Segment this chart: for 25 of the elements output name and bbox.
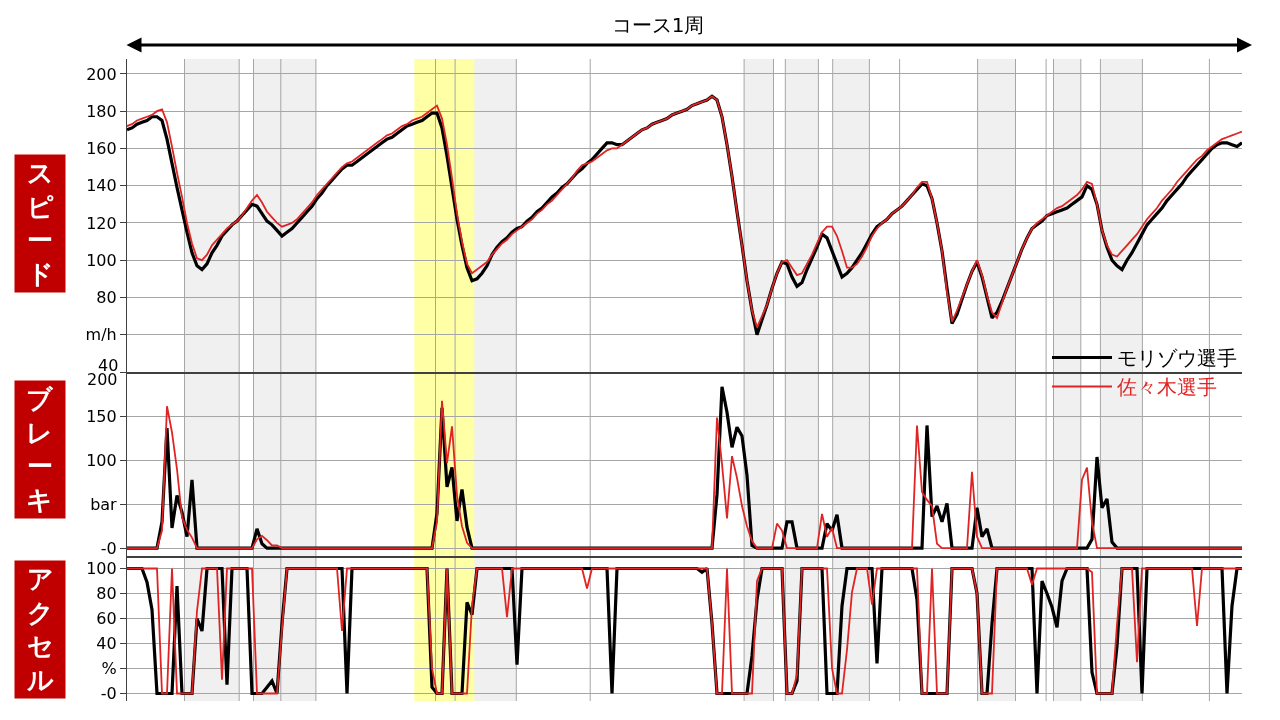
y-tick-label: -0 (100, 538, 117, 558)
y-axis-title: スピード (26, 157, 54, 290)
y-tick-label: bar (90, 494, 118, 514)
y-tick-label: 180 (86, 101, 117, 121)
y-tick-label: 100 (86, 559, 117, 579)
y-tick-label: m/h (85, 325, 117, 345)
y-tick-label: 80 (96, 288, 117, 308)
chart-title: コース1周 (611, 13, 705, 37)
y-tick-label: 60 (96, 609, 117, 629)
y-tick-label: 140 (86, 176, 117, 196)
y-tick-label: 120 (86, 213, 117, 233)
y-tick-label: 100 (86, 451, 117, 471)
y-tick-label: 100 (86, 250, 117, 270)
legend-label: 佐々木選手 (1117, 375, 1217, 400)
y-tick-label: % (101, 659, 117, 679)
y-tick-label: 40 (96, 634, 117, 654)
y-tick-label: 160 (86, 139, 117, 159)
legend-label: モリゾウ選手 (1117, 346, 1237, 371)
y-tick-label: 80 (96, 584, 117, 604)
y-tick-label: 200 (87, 370, 118, 389)
y-tick-label: -0 (100, 684, 117, 704)
y-tick-label: 200 (86, 64, 117, 84)
y-axis-title: ブレーキ (26, 383, 54, 516)
y-tick-label: 150 (86, 407, 117, 427)
y-axis-title: アクセル (26, 563, 54, 696)
